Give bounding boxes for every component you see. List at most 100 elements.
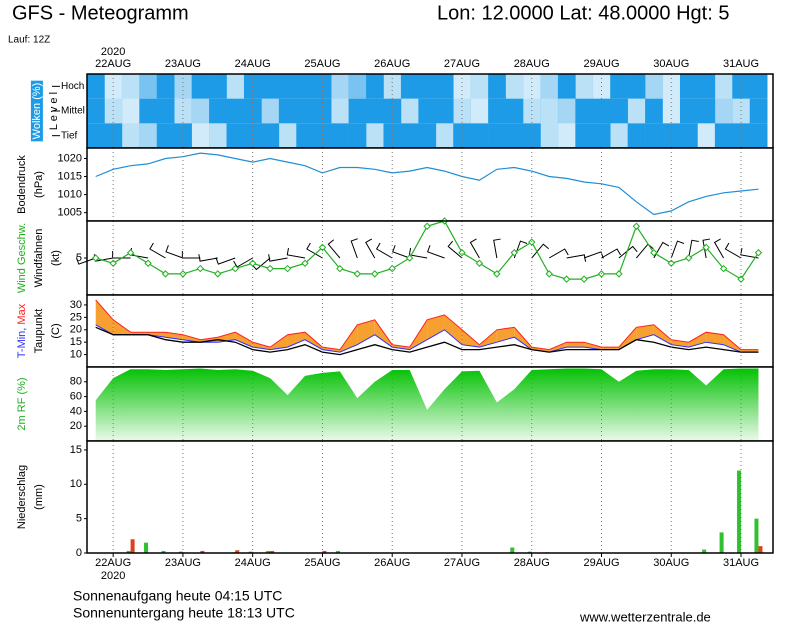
wind-speed-marker <box>388 264 396 273</box>
cloud-cell <box>348 98 367 124</box>
wind-barb <box>165 245 184 259</box>
cloud-cell <box>679 123 698 148</box>
wind-speed-marker <box>371 270 379 278</box>
y-axis-label-background <box>30 80 43 142</box>
dewpoint-line <box>95 326 759 356</box>
temperature-band <box>688 332 707 348</box>
cloud-cell <box>243 123 262 148</box>
precipitation-bar <box>702 549 707 553</box>
cloud-cell <box>261 74 280 99</box>
y-tick-label: 0 <box>76 547 82 559</box>
cloud-cell <box>610 74 628 99</box>
wind-speed-marker <box>405 254 414 262</box>
wind-barb <box>112 251 131 259</box>
cloud-cell <box>488 98 506 124</box>
cloud-cell <box>575 98 594 124</box>
cloud-cell <box>418 74 437 99</box>
cloud-cell <box>139 123 158 148</box>
cloud-cell <box>156 123 175 148</box>
x-tick-label-top: 22AUG <box>95 58 131 70</box>
cloud-cell <box>418 123 437 148</box>
cloud-cell <box>139 98 158 124</box>
cloud-cell <box>540 74 559 99</box>
humidity-area <box>87 368 773 441</box>
cloud-cell <box>121 98 140 124</box>
precipitation-bar <box>200 550 205 553</box>
y-tick-label: 30 <box>70 299 82 311</box>
wind-speed-marker <box>283 264 292 273</box>
precipitation-bar <box>737 470 742 553</box>
y-axis-label: Niederschlag <box>16 465 28 529</box>
cloud-cell <box>645 123 663 148</box>
cloud-cell <box>435 98 454 124</box>
cloud-cell <box>749 74 768 99</box>
cloud-cell <box>540 98 559 124</box>
precipitation-bar <box>266 550 271 553</box>
y-axis-label-part: (hPa) <box>33 171 45 198</box>
temperature-band <box>549 342 567 353</box>
cloud-cell <box>435 74 454 99</box>
wind-barb <box>670 240 685 259</box>
y-axis-label: T-Min, Max <box>16 303 28 358</box>
temperature-band <box>706 332 724 345</box>
precipitation-bar <box>270 550 275 553</box>
cloud-cell <box>749 123 768 148</box>
wind-speed-marker <box>423 222 431 230</box>
cloud-cell <box>296 74 315 99</box>
y-tick-label: 5 <box>76 513 82 525</box>
cloud-cell <box>87 74 105 99</box>
x-tick-label-top: 26AUG <box>374 58 410 70</box>
cloud-cell <box>348 123 367 148</box>
wind-speed-marker <box>336 264 344 273</box>
y-tick-label: 5 <box>76 252 82 264</box>
y-axis-label-part: Taupunkt <box>33 309 45 354</box>
cloud-cell <box>331 74 349 99</box>
x-tick-label-top: 29AUG <box>583 58 619 70</box>
y-axis-label: Wind Geschw. <box>16 223 28 293</box>
cloud-cell <box>191 74 210 99</box>
panel-frame <box>86 440 774 554</box>
temperature-band <box>444 314 462 345</box>
cloud-cell <box>209 74 227 99</box>
y-axis-label-part: (C) <box>50 323 62 338</box>
y-axis-label-part: (kt) <box>50 250 62 266</box>
temperature-band <box>148 332 166 338</box>
cloud-cell <box>156 98 175 124</box>
temperature-band <box>392 344 410 350</box>
wind-speed-marker <box>109 259 117 267</box>
cloud-cell <box>383 123 402 148</box>
y-tick-label: 25 <box>70 311 82 323</box>
precipitation-bar <box>754 518 759 553</box>
y-axis-label: Windfahnen <box>33 229 45 288</box>
wind-speed-marker <box>144 259 152 267</box>
cloud-cell <box>400 123 419 148</box>
cloud-cell <box>400 98 419 124</box>
y-tick-label: 40 <box>70 405 82 417</box>
wind-barb <box>426 245 445 259</box>
cloud-cell <box>488 123 506 148</box>
cloud-cell <box>610 98 628 124</box>
t-max-line <box>95 299 759 351</box>
cloud-cell <box>209 98 227 124</box>
y-axis-label-part: Wind Geschw. <box>16 223 28 293</box>
precipitation-bar <box>235 550 240 553</box>
year-bottom: 2020 <box>101 570 125 582</box>
x-tick-label-bottom: 28AUG <box>514 557 550 569</box>
y-tick-label: 1010 <box>58 189 82 201</box>
wind-speed-marker <box>301 259 309 267</box>
wind-speed-marker <box>510 249 519 257</box>
panel-background <box>87 441 773 553</box>
wind-speed-marker <box>737 275 745 283</box>
wind-speed-marker <box>754 249 763 257</box>
cloud-cell <box>139 74 158 99</box>
cloud-cell <box>523 123 541 148</box>
cloud-cell <box>575 123 594 148</box>
cloud-cell <box>226 74 245 99</box>
wind-speed-marker <box>615 270 623 278</box>
y-tick-label: 20 <box>70 420 82 432</box>
y-axis-label-part: Windfahnen <box>33 229 45 288</box>
wind-barb <box>447 240 463 259</box>
wind-barb <box>75 257 96 265</box>
wind-speed-marker <box>667 259 675 267</box>
y-axis-label-part: Wolken (%) <box>31 83 43 140</box>
